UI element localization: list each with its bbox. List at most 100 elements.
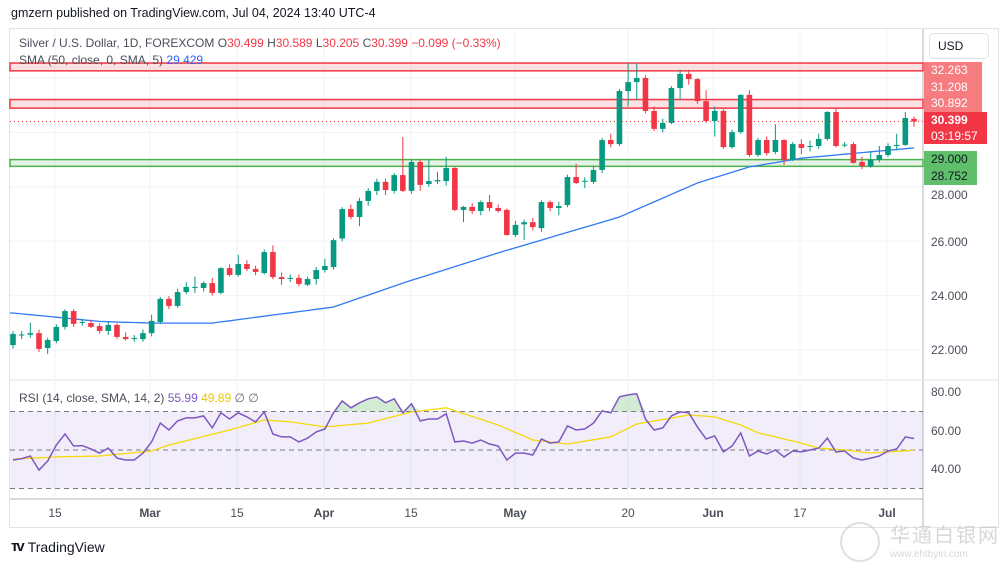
sma-label[interactable]: SMA (50, close, 0, SMA, 5)	[19, 53, 164, 67]
open-value: 30.499	[227, 36, 264, 50]
candle-down	[36, 333, 42, 349]
candle-up	[789, 144, 796, 160]
sma-value: 29.429	[166, 53, 204, 67]
candle-up	[356, 200, 363, 217]
time-tick: Apr	[313, 506, 335, 520]
candle-down	[166, 298, 172, 306]
candle-down	[720, 110, 727, 148]
time-tick: 20	[621, 506, 635, 520]
time-tick: 15	[48, 506, 62, 520]
candle-down	[547, 202, 553, 209]
high-label: H	[267, 36, 276, 50]
candle-up	[408, 162, 415, 191]
candle-down	[859, 162, 865, 167]
rsi-tick: 60.00	[931, 424, 962, 438]
rsi-overbought-fill	[593, 410, 603, 412]
candle-up	[625, 82, 631, 92]
time-tick: 17	[793, 506, 807, 520]
candle-down	[607, 140, 614, 145]
symbol-title[interactable]: Silver / U.S. Dollar, 1D, FOREXCOM	[19, 36, 215, 50]
candle-up	[893, 144, 900, 146]
candle-up	[183, 286, 190, 293]
candle-up	[192, 286, 198, 288]
candle-up	[148, 320, 155, 334]
candle-up	[729, 132, 735, 148]
candle-down	[530, 222, 536, 228]
candle-down	[252, 268, 259, 272]
candle-up	[339, 209, 346, 239]
candle-up	[824, 112, 831, 139]
rsi-overbought-fill	[619, 394, 629, 412]
resistance-label-block	[924, 62, 982, 112]
candle-up	[391, 175, 397, 191]
published-note: gmzern published on TradingView.com, Jul…	[11, 6, 376, 20]
rsi-overbought-fill	[628, 393, 637, 412]
candle-up	[304, 279, 311, 285]
candle-up	[555, 206, 562, 209]
candle-up	[841, 144, 848, 146]
support-label-block	[924, 151, 977, 185]
time-tick: Jun	[702, 506, 724, 520]
resistance-zone	[9, 62, 924, 72]
tradingview-logo[interactable]: ᴛᴠ TradingView	[11, 538, 105, 555]
candle-down	[495, 208, 501, 212]
chart-frame	[9, 28, 999, 528]
candle-up	[426, 181, 432, 185]
candle-up	[313, 270, 320, 280]
watermark-url: www.ehtbyin.com	[890, 549, 968, 560]
candle-down	[382, 181, 389, 191]
candle-up	[157, 298, 164, 322]
candle-up	[590, 169, 597, 182]
candle-down	[486, 202, 493, 209]
candle-up	[538, 202, 545, 229]
tradingview-logo-icon: ᴛᴠ	[11, 538, 25, 555]
low-label: L	[315, 36, 323, 50]
candle-up	[131, 338, 138, 340]
time-tick: 15	[404, 506, 418, 520]
close-label: C	[362, 36, 372, 50]
tradingview-brand: TradingView	[27, 538, 105, 555]
bar-countdown: 03:19:57	[931, 129, 978, 143]
candle-up	[512, 224, 519, 235]
candle-down	[296, 277, 302, 284]
candle-down	[88, 323, 94, 327]
time-tick: Jul	[878, 506, 896, 520]
price-tick: 24.000	[931, 289, 968, 303]
candle-down	[400, 175, 406, 191]
candle-up	[218, 268, 224, 293]
candle-up	[902, 117, 909, 145]
price-tick: 26.000	[931, 235, 968, 249]
candle-up	[44, 339, 51, 349]
candle-down	[114, 324, 120, 337]
candle-up	[365, 190, 372, 201]
candle-down	[642, 78, 649, 111]
candle-up	[460, 206, 467, 210]
sma-legend: SMA (50, close, 0, SMA, 5) 29.429	[19, 53, 203, 67]
candle-down	[348, 209, 354, 217]
candle-down	[270, 252, 276, 278]
candle-up	[62, 311, 68, 327]
zone-label-28752: 28.752	[931, 169, 968, 183]
candle-up	[599, 140, 605, 170]
open-label: O	[217, 36, 228, 50]
time-tick: May	[503, 506, 527, 520]
candle-up	[564, 177, 571, 206]
rsi-label[interactable]: RSI (14, close, SMA, 14, 2)	[19, 391, 165, 405]
candle-down	[850, 144, 857, 163]
currency-button[interactable]: USD	[929, 33, 989, 59]
candle-up	[140, 333, 146, 340]
candle-up	[772, 140, 779, 152]
rsi-na-1: ∅	[234, 391, 245, 405]
candle-up	[330, 240, 337, 268]
candle-down	[746, 94, 753, 155]
resistance-zone	[9, 98, 924, 109]
candle-up	[322, 265, 328, 271]
last-price-label: 30.399	[931, 113, 968, 127]
zone-label-29000: 29.000	[931, 152, 968, 166]
low-value: 30.205	[322, 36, 360, 50]
candle-up	[677, 73, 683, 89]
rsi-legend: RSI (14, close, SMA, 14, 2) 55.99 49.89 …	[19, 391, 259, 405]
candle-down	[469, 206, 475, 212]
candle-up	[876, 154, 883, 160]
